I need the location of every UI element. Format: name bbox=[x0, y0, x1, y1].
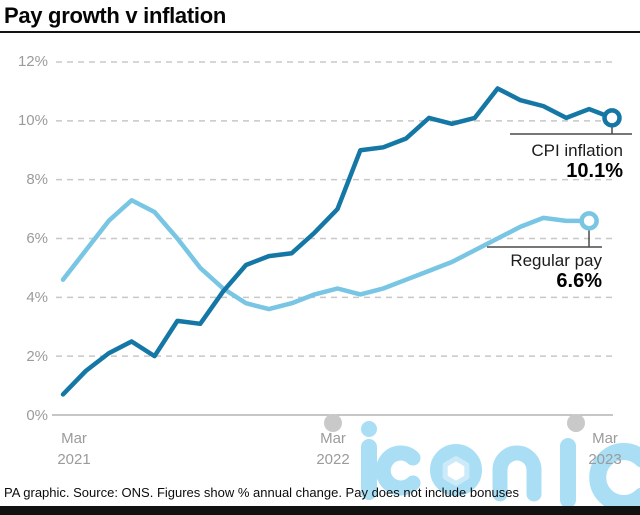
axis-dot-2023 bbox=[567, 414, 585, 432]
y-tick-8%: 8% bbox=[26, 171, 48, 189]
bottom-bar bbox=[0, 506, 640, 515]
x-tick-Mar-2022: Mar 2022 bbox=[316, 430, 350, 468]
series-line-regular-pay bbox=[60, 198, 592, 312]
watermark-letter-c bbox=[375, 445, 421, 496]
cpi-inflation-label: CPI inflation bbox=[531, 141, 623, 160]
x-tick-Mar-2021: Mar 2021 bbox=[57, 430, 91, 468]
regular-pay-value: 6.6% bbox=[556, 270, 602, 292]
watermark-letter-c2 bbox=[589, 443, 640, 512]
regular-pay-label: Regular pay bbox=[510, 251, 602, 270]
y-tick-6%: 6% bbox=[26, 229, 48, 247]
watermark-i-dot bbox=[361, 421, 377, 437]
regular-pay-annotation: Regular pay 6.6% bbox=[510, 251, 602, 293]
y-tick-12%: 12% bbox=[17, 53, 48, 71]
series-line-cpi-inflation bbox=[60, 86, 615, 397]
page-title: Pay growth v inflation bbox=[4, 3, 226, 28]
y-tick-0%: 0% bbox=[26, 406, 48, 424]
y-tick-10%: 10% bbox=[17, 112, 48, 130]
end-marker-regular-pay bbox=[579, 211, 599, 231]
y-tick-2%: 2% bbox=[26, 347, 48, 365]
hexagon-icon bbox=[442, 456, 470, 486]
cpi-inflation-value: 10.1% bbox=[566, 160, 623, 182]
source-note: PA graphic. Source: ONS. Figures show % … bbox=[4, 485, 520, 500]
y-tick-4%: 4% bbox=[26, 288, 48, 306]
title-bar: Pay growth v inflation bbox=[0, 0, 640, 33]
cpi-inflation-annotation: CPI inflation 10.1% bbox=[531, 141, 623, 183]
x-tick-Mar-2023: Mar 2023 bbox=[588, 430, 622, 468]
axis-dot-2022 bbox=[324, 414, 342, 432]
end-marker-cpi-inflation bbox=[602, 108, 622, 128]
watermark-letter-n bbox=[492, 445, 542, 502]
watermark-letter-o bbox=[430, 444, 482, 496]
